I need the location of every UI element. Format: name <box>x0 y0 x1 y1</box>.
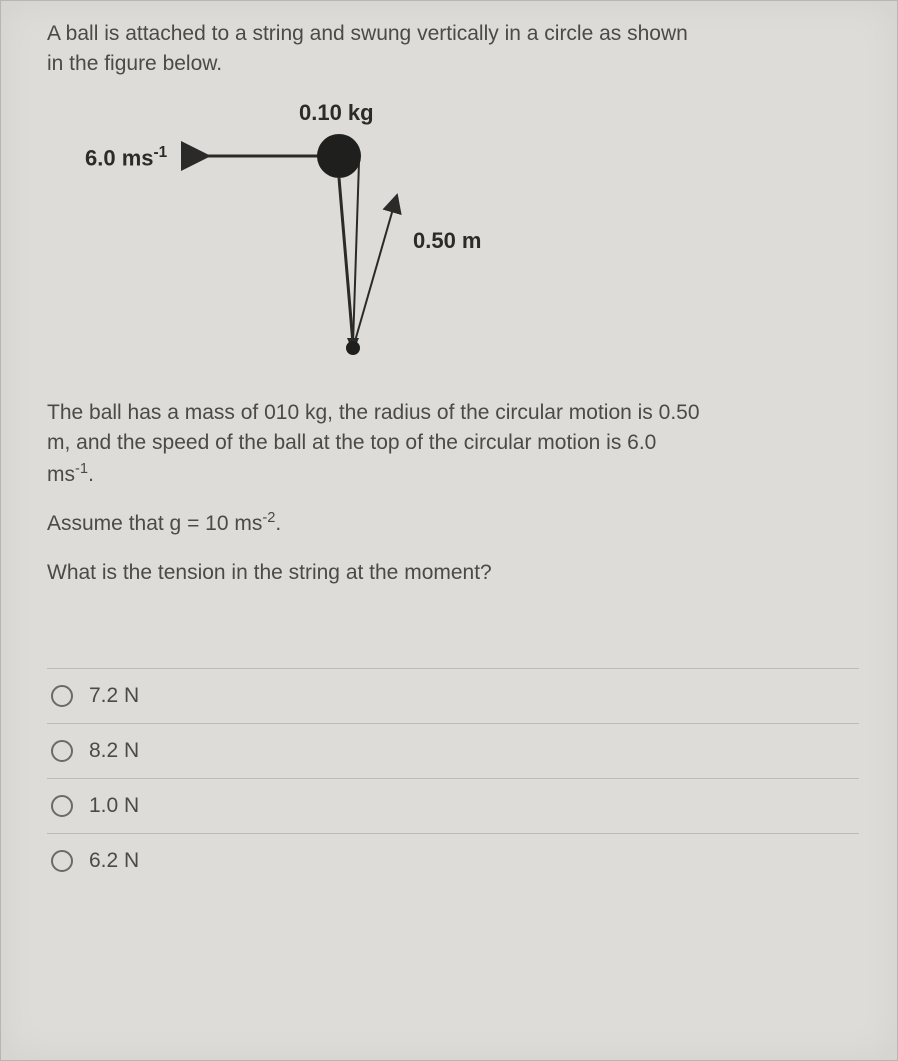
pivot <box>346 341 360 355</box>
intro-line-1: A ball is attached to a string and swung… <box>47 22 688 45</box>
radio-icon <box>51 850 73 872</box>
question-text: What is the tension in the string at the… <box>47 561 492 584</box>
diagram: 0.10 kg 6.0 ms-1 0.50 m <box>47 100 547 370</box>
option-label: 8.2 N <box>89 739 139 763</box>
radius-label: 0.50 m <box>413 228 482 254</box>
option-a[interactable]: 7.2 N <box>47 668 859 723</box>
p1-dot: . <box>88 463 94 486</box>
answer-options: 7.2 N 8.2 N 1.0 N 6.2 N <box>47 668 869 888</box>
mass-label: 0.10 kg <box>299 100 374 126</box>
p1-unit: ms <box>47 463 75 486</box>
option-c[interactable]: 1.0 N <box>47 778 859 833</box>
p2-text: Assume that g = 10 ms <box>47 512 262 535</box>
option-label: 6.2 N <box>89 849 139 873</box>
ball <box>317 134 361 178</box>
string-aux <box>353 162 359 344</box>
string-main <box>339 178 353 344</box>
option-b[interactable]: 8.2 N <box>47 723 859 778</box>
p2-dot: . <box>275 512 281 535</box>
p1-line1: The ball has a mass of 010 kg, the radiu… <box>47 401 700 424</box>
radio-icon <box>51 685 73 707</box>
radio-icon <box>51 740 73 762</box>
p1-line2: m, and the speed of the ball at the top … <box>47 431 656 454</box>
radius-label-text: 0.50 m <box>413 228 482 253</box>
velocity-label-text: 6.0 ms <box>85 145 154 170</box>
velocity-label: 6.0 ms-1 <box>85 144 167 171</box>
intro-line-2: in the figure below. <box>47 52 222 75</box>
p2-exp: -2 <box>262 510 275 526</box>
option-d[interactable]: 6.2 N <box>47 833 859 888</box>
option-label: 7.2 N <box>89 684 139 708</box>
paragraph-1: The ball has a mass of 010 kg, the radiu… <box>47 398 867 490</box>
question-card: A ball is attached to a string and swung… <box>0 0 898 1061</box>
option-label: 1.0 N <box>89 794 139 818</box>
radio-icon <box>51 795 73 817</box>
question-intro: A ball is attached to a string and swung… <box>47 19 867 80</box>
radius-arrow <box>353 195 397 348</box>
paragraph-2: Assume that g = 10 ms-2. <box>47 508 867 539</box>
p1-exp: -1 <box>75 461 88 477</box>
question-line: What is the tension in the string at the… <box>47 558 867 588</box>
velocity-label-exp: -1 <box>154 144 168 161</box>
mass-label-text: 0.10 kg <box>299 100 374 125</box>
